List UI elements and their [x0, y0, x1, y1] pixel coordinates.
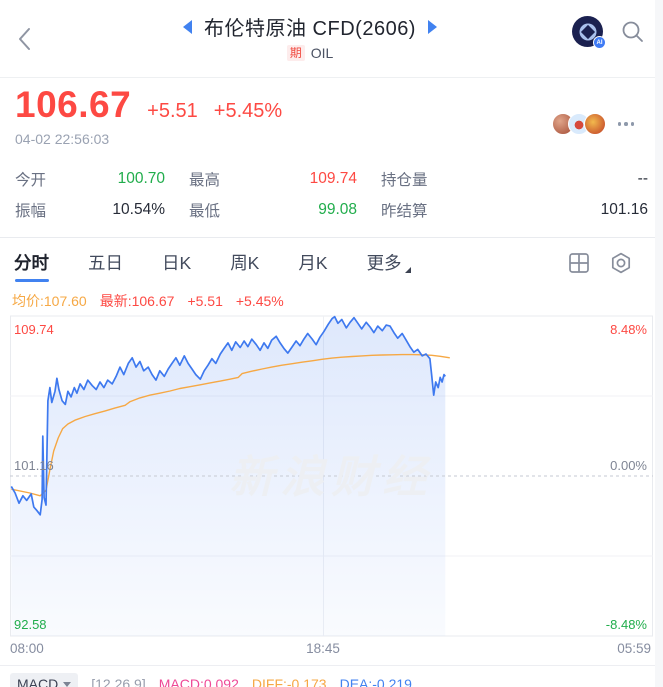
active-tab-underline [14, 278, 49, 282]
price-line [10, 315, 446, 516]
tab-weekly-k[interactable]: 周K [230, 253, 260, 273]
change-pct-legend: +5.45% [235, 293, 284, 309]
quote-timestamp: 04-02 22:56:03 [15, 131, 110, 147]
avatar[interactable] [583, 113, 606, 135]
more-corner-icon [404, 267, 411, 273]
diff-value: DIFF:-0.173 [251, 676, 327, 687]
price-change-percent: +5.45% [213, 100, 283, 122]
y-mid-label: 101.16 [14, 458, 54, 473]
x-tick-mid: 18:45 [306, 641, 340, 656]
symbol-label: OIL [310, 45, 334, 61]
tab-minute[interactable]: 分时 [14, 238, 49, 287]
tab-five-day[interactable]: 五日 [88, 253, 123, 273]
more-button[interactable] [616, 118, 637, 130]
multi-pane-button[interactable] [568, 252, 590, 274]
app-logo-icon[interactable]: AI [572, 16, 606, 49]
change-legend: +5.51 [187, 293, 223, 309]
pct-min-label: -8.48% [605, 617, 647, 632]
macd-value: MACD:0.092 [158, 676, 239, 687]
chart-legend: 均价:107.60 最新:106.67 +5.51 +5.45% [0, 287, 663, 315]
search-icon [622, 21, 643, 42]
stat-prev-settle: 昨结算 101.16 [381, 201, 648, 220]
stat-amplitude: 振幅 10.54% [15, 201, 165, 220]
chart-settings-button[interactable] [609, 251, 633, 275]
header-center: 布伦特原油 CFD(2606) 期 OIL [48, 12, 572, 61]
commentator-avatars [551, 113, 606, 135]
last-price-legend: 最新:106.67 [99, 293, 175, 309]
dea-value: DEA:-0.219 [339, 676, 412, 687]
x-axis: 08:00 18:45 05:59 [0, 637, 663, 661]
gear-icon [611, 252, 631, 273]
grid-icon [569, 252, 589, 273]
indicator-selector[interactable]: MACD [10, 673, 79, 687]
chart-canvas [10, 315, 653, 637]
average-price-line [11, 353, 450, 497]
tab-monthly-k[interactable]: 月K [298, 253, 328, 273]
x-tick-end: 05:59 [617, 641, 651, 656]
futures-badge: 期 [286, 45, 305, 61]
intraday-chart[interactable]: 新浪财经 109.74 8.48% 101.16 0.00% 92.58 -8.… [0, 315, 663, 637]
chart-period-tabs: 分时 五日 日K 周K 月K 更多 [0, 237, 663, 287]
price-change: +5.51 [147, 100, 198, 122]
title-bar: 布伦特原油 CFD(2606) 期 OIL AI [0, 0, 663, 78]
next-instrument-arrow-icon[interactable] [427, 19, 437, 34]
prev-instrument-arrow-icon[interactable] [183, 19, 192, 34]
ai-badge-icon: AI [593, 36, 606, 49]
indicator-bar: MACD [12,26,9] MACD:0.092 DIFF:-0.173 DE… [0, 665, 663, 687]
last-price: 106.67 [15, 84, 132, 125]
screen-edge [655, 0, 663, 687]
stat-open: 今开 100.70 [15, 170, 165, 189]
indicator-params: [12,26,9] [91, 676, 146, 687]
search-button[interactable] [621, 20, 645, 44]
stat-low: 最低 99.08 [189, 201, 357, 220]
x-tick-start: 08:00 [10, 641, 44, 656]
stat-open-interest: 持仓量 -- [381, 170, 648, 189]
y-max-label: 109.74 [14, 322, 54, 337]
back-button[interactable] [0, 8, 48, 70]
quote-section: 106.67 +5.51 +5.45% 04-02 22:56:03 [0, 78, 663, 154]
stats-grid: 今开 100.70 最高 109.74 持仓量 -- 振幅 10.54% 最低 99.08… [0, 154, 663, 237]
tab-more[interactable]: 更多 [367, 238, 411, 287]
stat-high: 最高 109.74 [189, 170, 357, 189]
dropdown-caret-icon [63, 681, 72, 687]
back-chevron-icon [18, 28, 30, 50]
page-title: 布伦特原油 CFD(2606) [204, 18, 416, 40]
pct-max-label: 8.48% [610, 322, 647, 337]
tab-daily-k[interactable]: 日K [162, 253, 192, 273]
y-min-label: 92.58 [14, 617, 47, 632]
pct-mid-label: 0.00% [610, 458, 647, 473]
avg-price-legend: 均价:107.60 [12, 293, 87, 309]
